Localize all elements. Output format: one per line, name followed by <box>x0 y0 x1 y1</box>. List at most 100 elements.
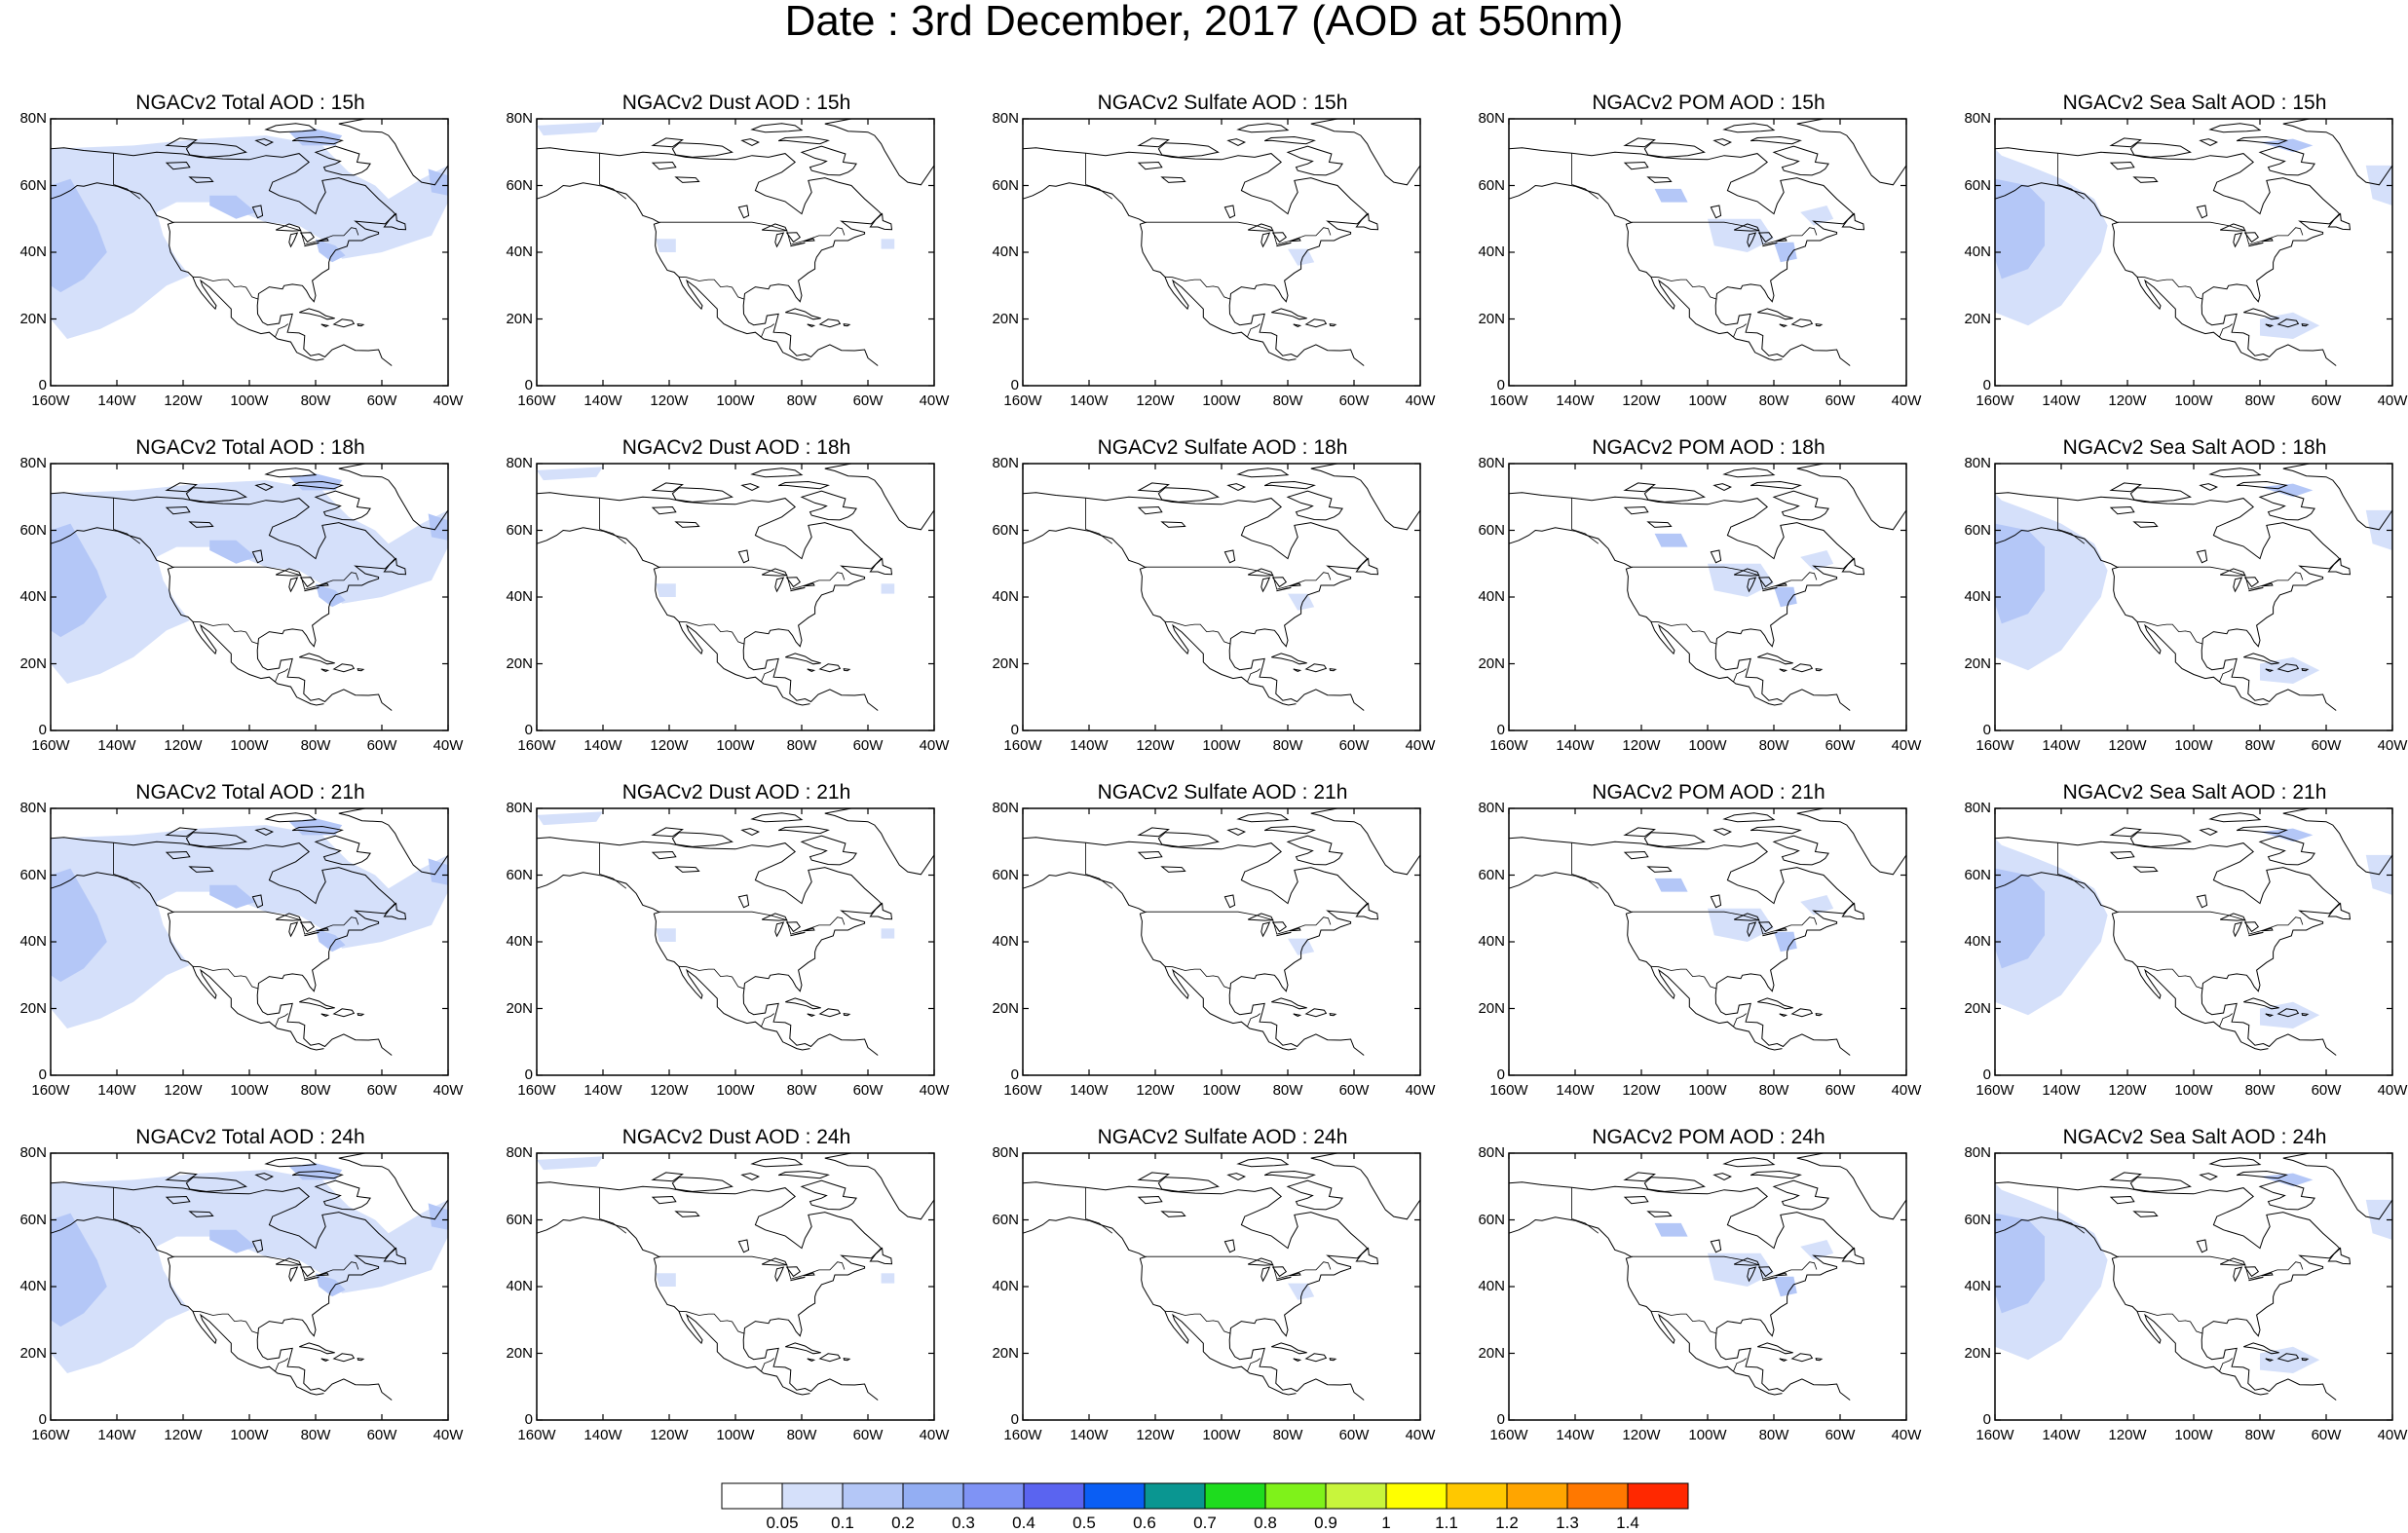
map-panel-dust: NGACv2 Dust AOD : 18h 80N 60N 40N 20N 0 160W 14… <box>486 436 949 787</box>
island-outline <box>2243 1266 2259 1278</box>
island-outline <box>1710 205 1722 219</box>
island-outline <box>750 812 804 823</box>
island-outline <box>2233 232 2243 248</box>
lat-label: 0 <box>38 1411 47 1428</box>
island-outline <box>291 825 344 835</box>
island-outline <box>785 1342 821 1355</box>
lon-label: 140W <box>583 1427 622 1443</box>
island-outline <box>2129 142 2192 158</box>
lat-label: 40N <box>1478 588 1505 605</box>
lat-label: 20N <box>506 999 533 1017</box>
island-outline <box>338 1152 449 1220</box>
island-outline <box>1263 480 1316 490</box>
island-outline <box>1329 1358 1337 1362</box>
lon-label: 100W <box>230 393 269 409</box>
island-outline <box>2276 663 2300 673</box>
colorbar-label: 1.1 <box>1435 1514 1458 1532</box>
island-outline <box>774 921 785 938</box>
island-outline <box>1796 118 1907 186</box>
island-outline <box>299 653 335 665</box>
lon-label: 160W <box>1975 393 2014 409</box>
lon-label: 100W <box>2174 393 2213 409</box>
island-outline <box>1271 308 1307 320</box>
country-border <box>678 1310 745 1334</box>
lat-label: 0 <box>524 1411 533 1428</box>
country-border <box>113 1187 141 1234</box>
island-outline <box>165 1172 198 1182</box>
island-outline <box>2219 1257 2246 1266</box>
lon-label: 160W <box>1489 737 1528 754</box>
aod-shading <box>51 178 107 293</box>
lon-label: 40W <box>1405 737 1436 754</box>
lat-label: 60N <box>992 866 1019 883</box>
map-frame <box>1508 463 1907 731</box>
map-panel-total: NGACv2 Total AOD : 18h 80N 60N 40N 20N 0 160W 1… <box>0 436 463 787</box>
lon-label: 40W <box>1405 1082 1436 1099</box>
island-outline <box>2219 568 2246 577</box>
island-outline <box>1355 212 1379 231</box>
island-outline <box>1247 913 1274 921</box>
island-outline <box>2208 1157 2262 1168</box>
island-outline <box>288 1266 299 1283</box>
coastline <box>1022 182 1297 361</box>
island-outline <box>254 483 275 491</box>
island-outline <box>251 549 264 564</box>
map-frame <box>536 463 935 731</box>
island-outline <box>304 242 320 247</box>
panel-title: NGACv2 Sea Salt AOD : 18h <box>2062 436 2327 459</box>
lat-label: 0 <box>1496 1411 1505 1428</box>
panel-title: NGACv2 POM AOD : 21h <box>1592 781 1825 804</box>
lon-label: 160W <box>1003 1427 1042 1443</box>
coastline <box>1508 837 1855 1056</box>
island-outline <box>651 850 677 860</box>
island-outline <box>1271 1342 1307 1355</box>
lat-label: 80N <box>19 455 47 471</box>
lat-label: 20N <box>19 654 47 672</box>
island-outline <box>1750 135 1802 145</box>
lon-label: 100W <box>716 737 755 754</box>
coastline <box>1508 492 1855 711</box>
lon-label: 160W <box>1489 1082 1528 1099</box>
lat-label: 80N <box>1964 800 1991 816</box>
lat-label: 80N <box>992 1144 1019 1161</box>
island-outline <box>1790 1353 1814 1363</box>
lon-label: 60W <box>1825 1427 1856 1443</box>
country-border <box>2136 1310 2203 1334</box>
island-outline <box>1226 138 1247 146</box>
island-outline <box>1747 232 1757 248</box>
coastline <box>1022 147 1369 366</box>
colorbar-label: 0.5 <box>1072 1514 1096 1532</box>
lon-label: 140W <box>2042 1082 2081 1099</box>
island-outline <box>1841 902 1865 920</box>
map-frame <box>1508 1152 1907 1421</box>
island-outline <box>2265 323 2275 327</box>
island-outline <box>1355 1247 1379 1265</box>
lat-label: 60N <box>506 866 533 883</box>
map-panel-pom: NGACv2 POM AOD : 18h 80N 60N 40N 20N 0 160W 140… <box>1458 436 1921 787</box>
island-outline <box>1276 242 1292 247</box>
aod-shading <box>1800 895 1834 916</box>
island-outline <box>1304 663 1328 673</box>
island-outline <box>1762 931 1778 937</box>
lon-label: 60W <box>1825 737 1856 754</box>
map-panel-total: NGACv2 Total AOD : 24h 80N 60N 40N 20N 0 160W 1… <box>0 1126 463 1477</box>
lat-label: 60N <box>1964 176 1991 194</box>
island-outline <box>2248 1276 2264 1282</box>
island-outline <box>2327 902 2352 920</box>
island-outline <box>291 480 344 490</box>
island-outline <box>1263 825 1316 835</box>
lon-label: 140W <box>1070 1082 1109 1099</box>
colorbar-swatch <box>1083 1482 1146 1510</box>
lat-label: 40N <box>506 1278 533 1294</box>
map-panel-seasalt: NGACv2 Sea Salt AOD : 21h 80N 60N 40N 20N 0 16… <box>1944 781 2407 1132</box>
lat-label: 60N <box>1478 1211 1505 1228</box>
island-outline <box>1329 323 1337 327</box>
aod-shading <box>1288 938 1315 955</box>
lat-label: 0 <box>1496 1066 1505 1083</box>
aod-shading <box>316 1273 346 1297</box>
aod-shading <box>1774 242 1797 263</box>
country-border <box>2136 620 2203 645</box>
lon-label: 80W <box>786 1082 817 1099</box>
lat-label: 0 <box>524 1066 533 1083</box>
lon-label: 40W <box>2377 1082 2408 1099</box>
